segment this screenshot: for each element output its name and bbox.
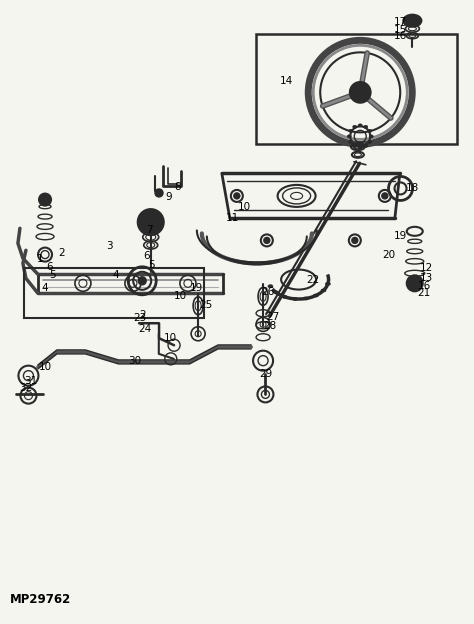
Text: 21: 21 [418, 288, 431, 298]
Ellipse shape [403, 15, 421, 27]
Text: 2: 2 [58, 248, 65, 258]
Text: 1: 1 [37, 254, 44, 264]
Circle shape [350, 82, 370, 102]
Ellipse shape [268, 285, 273, 288]
Ellipse shape [39, 193, 51, 205]
Ellipse shape [353, 144, 357, 147]
Ellipse shape [325, 283, 330, 285]
Text: 22: 22 [306, 275, 319, 285]
Text: 18: 18 [406, 183, 419, 193]
Circle shape [407, 275, 423, 291]
Circle shape [264, 237, 270, 243]
Ellipse shape [273, 291, 279, 294]
Ellipse shape [353, 125, 357, 129]
Text: 10: 10 [173, 291, 187, 301]
Text: 4: 4 [113, 270, 119, 280]
Circle shape [155, 189, 163, 197]
Ellipse shape [347, 135, 351, 138]
Circle shape [352, 237, 358, 243]
Text: 26: 26 [261, 287, 274, 297]
Text: 20: 20 [382, 250, 395, 260]
Text: 10: 10 [38, 362, 52, 372]
Text: 7: 7 [146, 225, 153, 235]
Text: 30: 30 [128, 356, 142, 366]
Ellipse shape [358, 146, 362, 149]
Ellipse shape [282, 295, 287, 298]
Circle shape [138, 209, 164, 235]
Text: 16: 16 [394, 31, 407, 41]
Ellipse shape [292, 298, 298, 300]
Ellipse shape [369, 135, 373, 138]
Ellipse shape [358, 124, 362, 127]
Text: 9: 9 [165, 192, 172, 202]
Circle shape [382, 193, 388, 199]
Text: 13: 13 [420, 273, 433, 283]
Text: 19: 19 [190, 283, 203, 293]
Ellipse shape [321, 289, 326, 292]
Ellipse shape [303, 297, 309, 300]
Ellipse shape [364, 125, 368, 129]
Circle shape [138, 277, 146, 285]
Text: 2: 2 [139, 310, 146, 320]
Text: 25: 25 [200, 300, 213, 310]
Text: 6: 6 [144, 251, 150, 261]
Ellipse shape [313, 294, 319, 297]
Text: 31: 31 [24, 376, 37, 386]
Text: 8: 8 [174, 182, 181, 192]
Text: 29: 29 [259, 369, 272, 379]
Text: 14: 14 [280, 76, 293, 86]
Text: 15: 15 [394, 25, 407, 35]
Ellipse shape [364, 144, 368, 147]
Circle shape [354, 86, 366, 99]
Bar [256, 34, 457, 144]
Text: 4: 4 [42, 283, 48, 293]
Text: 27: 27 [266, 312, 279, 322]
Text: 10: 10 [164, 333, 177, 343]
Circle shape [40, 195, 50, 205]
Ellipse shape [349, 140, 353, 144]
Text: 32: 32 [19, 383, 33, 393]
Text: 3: 3 [106, 241, 112, 251]
Ellipse shape [349, 129, 353, 132]
Bar [24, 268, 204, 318]
Text: 10: 10 [237, 202, 251, 212]
Text: 11: 11 [226, 213, 239, 223]
Text: 28: 28 [264, 321, 277, 331]
Circle shape [234, 193, 240, 199]
Text: MP29762: MP29762 [9, 593, 71, 605]
Ellipse shape [368, 129, 372, 132]
Text: 6: 6 [46, 262, 53, 272]
Text: 5: 5 [148, 260, 155, 270]
Text: 17: 17 [394, 17, 407, 27]
Text: 5: 5 [49, 270, 55, 280]
Text: 16: 16 [418, 281, 431, 291]
Text: 12: 12 [420, 263, 433, 273]
Text: 23: 23 [133, 313, 146, 323]
Text: 19: 19 [394, 231, 407, 241]
Text: 24: 24 [138, 324, 151, 334]
Ellipse shape [368, 140, 372, 144]
